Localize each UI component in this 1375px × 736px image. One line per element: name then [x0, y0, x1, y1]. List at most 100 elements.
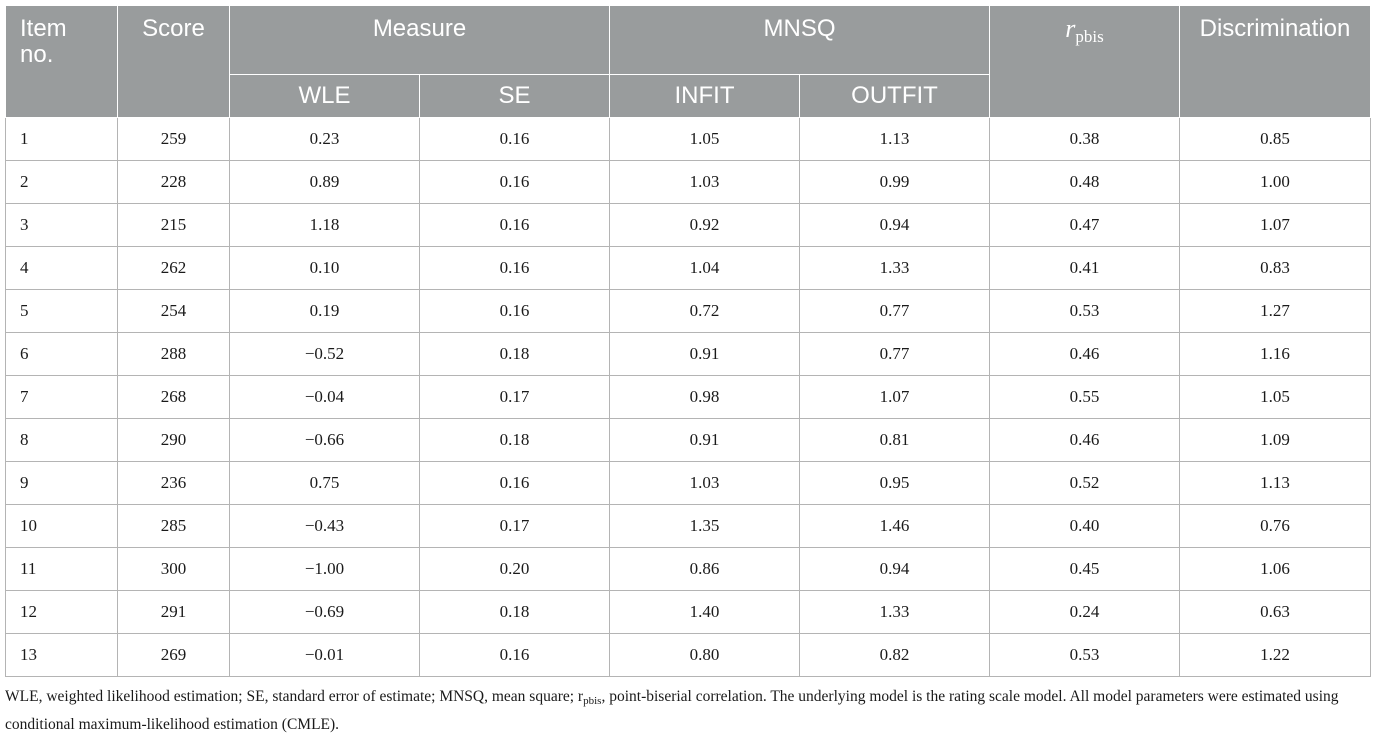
outfit-cell: 0.95	[799, 461, 990, 505]
score-cell: 268	[117, 375, 230, 419]
wle-cell: 1.18	[229, 203, 420, 247]
wle-cell: −0.04	[229, 375, 420, 419]
wle-cell: 0.89	[229, 160, 420, 204]
item-no-cell: 10	[5, 504, 118, 548]
table-row: 1 259 0.23 0.16 1.05 1.13 0.38 0.85	[5, 117, 1371, 161]
outfit-cell: 0.81	[799, 418, 990, 462]
results-table-container: Item no. Score Measure MNSQ rpbis Discri…	[5, 5, 1371, 677]
rpbis-cell: 0.52	[989, 461, 1180, 505]
outfit-cell: 0.94	[799, 547, 990, 591]
discrimination-cell: 1.13	[1179, 461, 1371, 505]
rpbis-cell: 0.46	[989, 332, 1180, 376]
se-cell: 0.16	[419, 246, 610, 290]
score-cell: 262	[117, 246, 230, 290]
wle-cell: −0.43	[229, 504, 420, 548]
outfit-cell: 1.07	[799, 375, 990, 419]
wle-cell: 0.75	[229, 461, 420, 505]
table-row: 6 288 −0.52 0.18 0.91 0.77 0.46 1.16	[5, 332, 1371, 376]
item-no-cell: 11	[5, 547, 118, 591]
se-cell: 0.20	[419, 547, 610, 591]
rpbis-cell: 0.55	[989, 375, 1180, 419]
item-no-cell: 5	[5, 289, 118, 333]
table-row: 13 269 −0.01 0.16 0.80 0.82 0.53 1.22	[5, 633, 1371, 677]
table-row: 4 262 0.10 0.16 1.04 1.33 0.41 0.83	[5, 246, 1371, 290]
se-cell: 0.16	[419, 633, 610, 677]
wle-cell: −0.01	[229, 633, 420, 677]
outfit-cell: 0.77	[799, 332, 990, 376]
wle-cell: −0.66	[229, 418, 420, 462]
table-body: 1 259 0.23 0.16 1.05 1.13 0.38 0.85 2 228 0.89 0.16…	[5, 117, 1371, 677]
table-row: 12 291 −0.69 0.18 1.40 1.33 0.24 0.63	[5, 590, 1371, 634]
item-no-cell: 9	[5, 461, 118, 505]
se-cell: 0.18	[419, 332, 610, 376]
wle-cell: −1.00	[229, 547, 420, 591]
item-no-cell: 8	[5, 418, 118, 462]
rpbis-cell: 0.48	[989, 160, 1180, 204]
item-no-cell: 7	[5, 375, 118, 419]
discrimination-cell: 0.83	[1179, 246, 1371, 290]
infit-cell: 0.72	[609, 289, 800, 333]
header-outfit: OUTFIT	[799, 74, 990, 118]
item-statistics-table: Item no. Score Measure MNSQ rpbis Discri…	[5, 5, 1371, 677]
header-score: Score	[117, 5, 230, 118]
se-cell: 0.16	[419, 289, 610, 333]
discrimination-cell: 0.63	[1179, 590, 1371, 634]
header-wle: WLE	[229, 74, 420, 118]
header-item-no: Item no.	[5, 5, 118, 118]
infit-cell: 0.86	[609, 547, 800, 591]
outfit-cell: 0.77	[799, 289, 990, 333]
rpbis-cell: 0.41	[989, 246, 1180, 290]
score-cell: 288	[117, 332, 230, 376]
discrimination-cell: 1.07	[1179, 203, 1371, 247]
outfit-cell: 0.99	[799, 160, 990, 204]
discrimination-cell: 1.22	[1179, 633, 1371, 677]
se-cell: 0.16	[419, 160, 610, 204]
se-cell: 0.17	[419, 504, 610, 548]
table-row: 11 300 −1.00 0.20 0.86 0.94 0.45 1.06	[5, 547, 1371, 591]
infit-cell: 0.80	[609, 633, 800, 677]
table-row: 2 228 0.89 0.16 1.03 0.99 0.48 1.00	[5, 160, 1371, 204]
score-cell: 254	[117, 289, 230, 333]
table-row: 8 290 −0.66 0.18 0.91 0.81 0.46 1.09	[5, 418, 1371, 462]
header-rpbis: rpbis	[989, 5, 1180, 118]
se-cell: 0.18	[419, 418, 610, 462]
item-no-cell: 13	[5, 633, 118, 677]
score-cell: 228	[117, 160, 230, 204]
score-cell: 290	[117, 418, 230, 462]
table-header: Item no. Score Measure MNSQ rpbis Discri…	[5, 5, 1371, 118]
se-cell: 0.16	[419, 203, 610, 247]
table-footnote: WLE, weighted likelihood estimation; SE,…	[5, 685, 1370, 736]
header-rpbis-sub: pbis	[1075, 27, 1104, 46]
wle-cell: 0.19	[229, 289, 420, 333]
rpbis-cell: 0.24	[989, 590, 1180, 634]
rpbis-cell: 0.40	[989, 504, 1180, 548]
rpbis-cell: 0.53	[989, 633, 1180, 677]
se-cell: 0.17	[419, 375, 610, 419]
table-row: 5 254 0.19 0.16 0.72 0.77 0.53 1.27	[5, 289, 1371, 333]
se-cell: 0.16	[419, 117, 610, 161]
footnote-sub: pbis	[583, 695, 602, 707]
item-no-cell: 2	[5, 160, 118, 204]
infit-cell: 0.91	[609, 332, 800, 376]
outfit-cell: 1.46	[799, 504, 990, 548]
header-discrimination: Discrimination	[1179, 5, 1371, 118]
wle-cell: 0.10	[229, 246, 420, 290]
infit-cell: 1.05	[609, 117, 800, 161]
outfit-cell: 1.33	[799, 590, 990, 634]
infit-cell: 1.35	[609, 504, 800, 548]
rpbis-cell: 0.47	[989, 203, 1180, 247]
header-se: SE	[419, 74, 610, 118]
rpbis-cell: 0.38	[989, 117, 1180, 161]
item-no-cell: 6	[5, 332, 118, 376]
outfit-cell: 0.82	[799, 633, 990, 677]
rpbis-cell: 0.46	[989, 418, 1180, 462]
infit-cell: 0.92	[609, 203, 800, 247]
wle-cell: 0.23	[229, 117, 420, 161]
rpbis-cell: 0.45	[989, 547, 1180, 591]
infit-cell: 0.98	[609, 375, 800, 419]
item-no-cell: 12	[5, 590, 118, 634]
score-cell: 291	[117, 590, 230, 634]
score-cell: 269	[117, 633, 230, 677]
score-cell: 215	[117, 203, 230, 247]
discrimination-cell: 1.05	[1179, 375, 1371, 419]
